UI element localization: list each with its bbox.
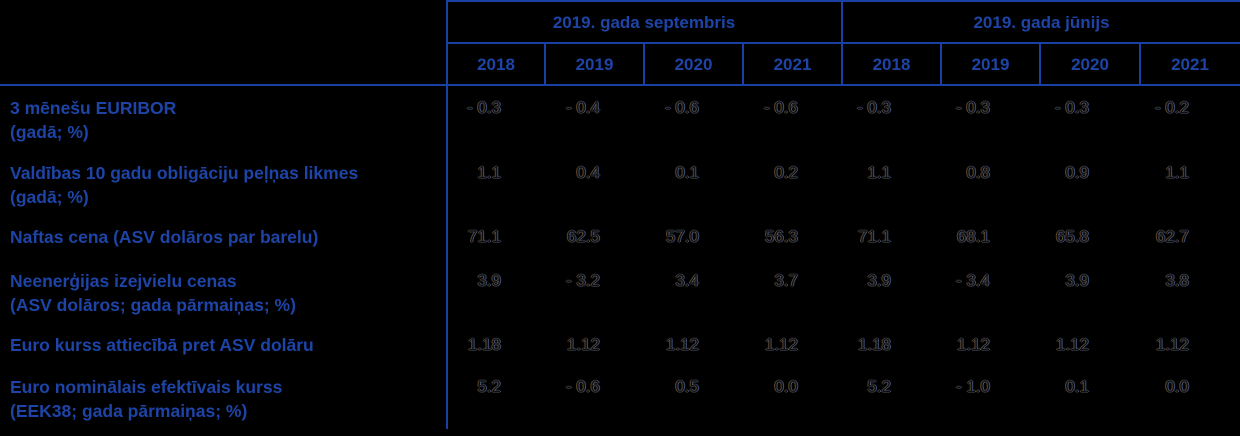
table-row: Neenerģijas izejvielu cenas (ASV dolāros… bbox=[0, 269, 1240, 317]
value-cell: 0.9 bbox=[1065, 163, 1089, 182]
border-header-top bbox=[447, 0, 1240, 2]
value-cell: 1.18 bbox=[857, 335, 891, 354]
value-cell: - 0.4 bbox=[565, 98, 600, 117]
divider-year-cell bbox=[643, 43, 645, 85]
border-below-year-header bbox=[0, 84, 1240, 86]
value-cell: 3.4 bbox=[675, 271, 699, 290]
row-label: Euro kurss attiecībā pret ASV dolāru bbox=[0, 333, 447, 357]
row-label: Neenerģijas izejvielu cenas (ASV dolāros… bbox=[0, 269, 447, 317]
row-label-line1: 3 mēnešu EURIBOR bbox=[10, 98, 177, 118]
value-cell: 0.2 bbox=[774, 163, 798, 182]
table-row: Naftas cena (ASV dolāros par barelu) 71.… bbox=[0, 225, 1240, 249]
value-cell: 0.0 bbox=[774, 377, 798, 396]
year-header-cell: 2019 bbox=[575, 55, 614, 74]
row-label-line2: (gadā; %) bbox=[10, 187, 89, 207]
value-cell: 3.7 bbox=[774, 271, 798, 290]
row-label: Euro nominālais efektīvais kurss (EEK38;… bbox=[0, 375, 447, 423]
value-cell: 3.9 bbox=[1065, 271, 1089, 290]
value-cell: - 0.6 bbox=[565, 377, 600, 396]
year-header-row: 2018 2019 2020 2021 2018 2019 2020 2021 bbox=[447, 44, 1240, 85]
value-cell: - 0.2 bbox=[1154, 98, 1189, 117]
column-group-header-september: 2019. gada septembris bbox=[552, 13, 736, 32]
row-label-line2: (gadā; %) bbox=[10, 122, 89, 142]
row-label-line1: Valdības 10 gadu obligāciju peļņas likme… bbox=[10, 163, 359, 183]
divider-year-cell bbox=[940, 43, 942, 85]
value-cell: 3.8 bbox=[1165, 271, 1189, 290]
year-header-cell: 2020 bbox=[674, 55, 713, 74]
value-cell: 1.12 bbox=[956, 335, 990, 354]
divider-year-cell bbox=[544, 43, 546, 85]
year-header-cell: 2019 bbox=[971, 55, 1010, 74]
year-header-cell: 2018 bbox=[872, 55, 911, 74]
row-label-line2: (EEK38; gada pārmaiņas; %) bbox=[10, 401, 248, 421]
table-row: Euro nominālais efektīvais kurss (EEK38;… bbox=[0, 375, 1240, 423]
row-label-line1: Naftas cena (ASV dolāros par barelu) bbox=[10, 227, 319, 247]
value-cell: 56.3 bbox=[764, 227, 798, 246]
divider-year-cell bbox=[1139, 43, 1141, 85]
value-cell: 1.12 bbox=[665, 335, 699, 354]
year-header-cell: 2021 bbox=[773, 55, 812, 74]
row-label-line2: (ASV dolāros; gada pārmaiņas; %) bbox=[10, 295, 296, 315]
row-label: Valdības 10 gadu obligāciju peļņas likme… bbox=[0, 161, 447, 209]
value-cell: 0.8 bbox=[966, 163, 990, 182]
value-cell: 0.1 bbox=[1065, 377, 1089, 396]
value-cell: 5.2 bbox=[477, 377, 501, 396]
value-cell: 3.9 bbox=[867, 271, 891, 290]
value-cell: 71.1 bbox=[467, 227, 501, 246]
table-row: Valdības 10 gadu obligāciju peļņas likme… bbox=[0, 161, 1240, 209]
border-below-group-header bbox=[447, 42, 1240, 44]
value-cell: - 3.4 bbox=[955, 271, 990, 290]
value-cell: 57.0 bbox=[665, 227, 699, 246]
value-cell: 1.1 bbox=[1165, 163, 1189, 182]
value-cell: - 0.6 bbox=[763, 98, 798, 117]
value-cell: 1.1 bbox=[867, 163, 891, 182]
year-header-cell: 2020 bbox=[1071, 55, 1109, 74]
value-cell: 1.12 bbox=[1155, 335, 1189, 354]
value-cell: - 0.3 bbox=[955, 98, 990, 117]
value-cell: 5.2 bbox=[867, 377, 891, 396]
year-header-cell: 2018 bbox=[477, 55, 515, 74]
value-cell: 0.5 bbox=[675, 377, 699, 396]
row-label-line1: Euro nominālais efektīvais kurss bbox=[10, 377, 283, 397]
value-cell: 1.1 bbox=[477, 163, 501, 182]
row-label: 3 mēnešu EURIBOR (gadā; %) bbox=[0, 96, 447, 144]
divider-year-cell bbox=[1039, 43, 1041, 85]
value-cell: - 0.3 bbox=[1054, 98, 1089, 117]
year-header-cell: 2021 bbox=[1171, 55, 1209, 74]
table-row: 3 mēnešu EURIBOR (gadā; %) - 0.3 - 0.4 -… bbox=[0, 96, 1240, 144]
value-cell: 0.0 bbox=[1165, 377, 1189, 396]
value-cell: 62.5 bbox=[566, 227, 600, 246]
value-cell: 1.12 bbox=[1055, 335, 1089, 354]
row-label: Naftas cena (ASV dolāros par barelu) bbox=[0, 225, 447, 249]
value-cell: 65.8 bbox=[1055, 227, 1089, 246]
value-cell: - 1.0 bbox=[955, 377, 990, 396]
value-cell: 1.12 bbox=[566, 335, 600, 354]
value-cell: - 0.6 bbox=[664, 98, 699, 117]
value-cell: 68.1 bbox=[956, 227, 990, 246]
value-cell: - 0.3 bbox=[856, 98, 891, 117]
divider-year-cell bbox=[742, 43, 744, 85]
value-cell: 0.1 bbox=[675, 163, 699, 182]
row-label-line1: Neenerģijas izejvielu cenas bbox=[10, 271, 237, 291]
column-group-header-june: 2019. gada jūnijs bbox=[973, 13, 1110, 32]
value-cell: 1.18 bbox=[467, 335, 501, 354]
value-cell: - 0.3 bbox=[466, 98, 501, 117]
table-row: Euro kurss attiecībā pret ASV dolāru 1.1… bbox=[0, 333, 1240, 357]
value-cell: 62.7 bbox=[1155, 227, 1189, 246]
row-label-line1: Euro kurss attiecībā pret ASV dolāru bbox=[10, 335, 314, 355]
value-cell: 1.12 bbox=[764, 335, 798, 354]
value-cell: 71.1 bbox=[857, 227, 891, 246]
value-cell: - 3.2 bbox=[565, 271, 600, 290]
value-cell: 0.4 bbox=[576, 163, 600, 182]
divider-label-column bbox=[446, 0, 448, 429]
value-cell: 3.9 bbox=[477, 271, 501, 290]
